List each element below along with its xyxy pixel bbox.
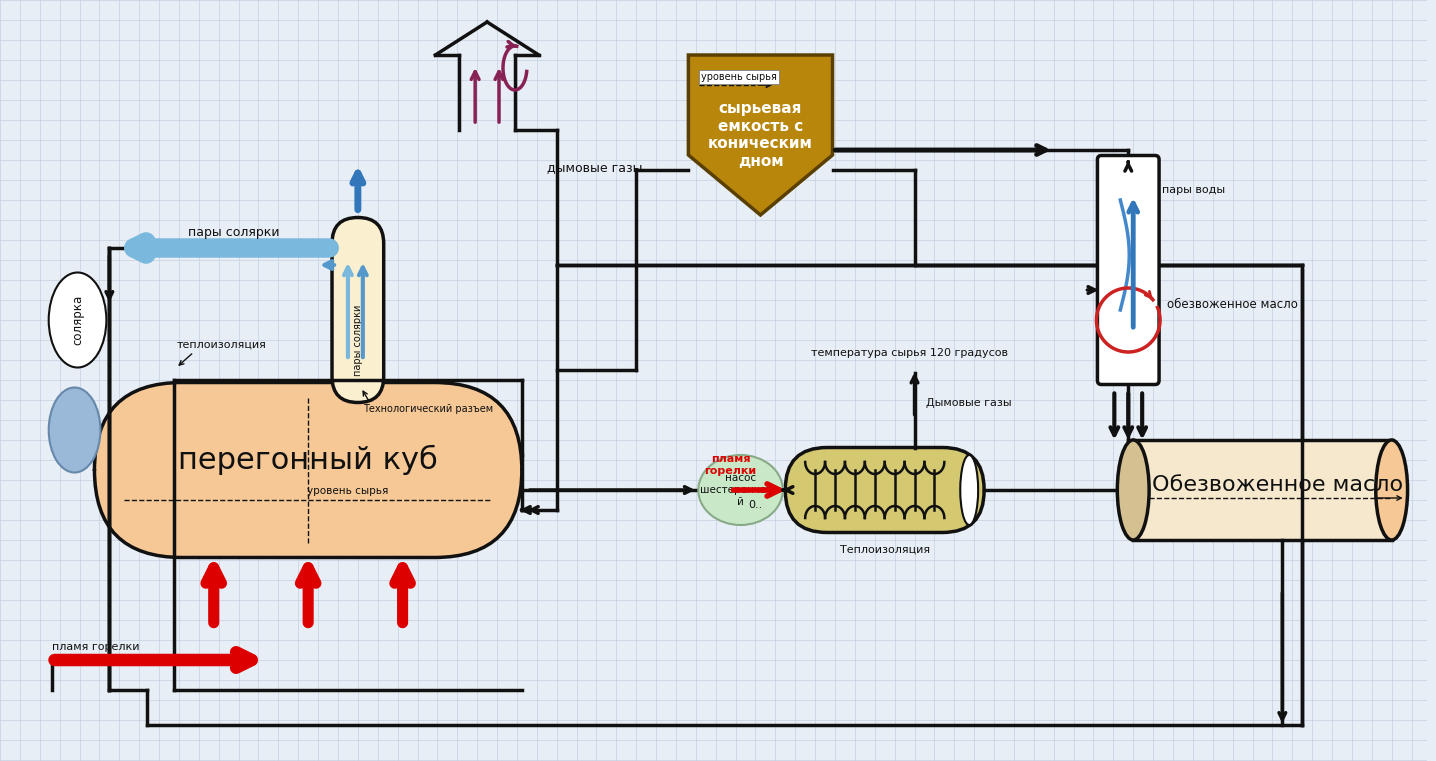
FancyBboxPatch shape bbox=[95, 383, 521, 558]
Text: Дымовые газы: Дымовые газы bbox=[926, 397, 1012, 408]
Text: солярка: солярка bbox=[70, 295, 85, 345]
Text: дымовые газы: дымовые газы bbox=[547, 161, 642, 174]
Text: Теплоизоляция: Теплоизоляция bbox=[840, 545, 929, 555]
Text: уровень сырья: уровень сырья bbox=[307, 486, 389, 496]
FancyBboxPatch shape bbox=[785, 447, 984, 533]
Ellipse shape bbox=[49, 387, 101, 473]
FancyBboxPatch shape bbox=[332, 218, 383, 403]
Text: перегонный куб: перегонный куб bbox=[178, 445, 438, 475]
Text: сырьевая
емкость с
коническим
дном: сырьевая емкость с коническим дном bbox=[708, 101, 813, 169]
Text: пламя горелки: пламя горелки bbox=[52, 642, 139, 652]
Ellipse shape bbox=[49, 272, 106, 368]
Text: пары солярки: пары солярки bbox=[188, 226, 280, 239]
Text: обезвоженное масло: обезвоженное масло bbox=[1167, 298, 1298, 311]
Ellipse shape bbox=[1117, 440, 1149, 540]
Ellipse shape bbox=[961, 455, 978, 525]
Ellipse shape bbox=[698, 455, 783, 525]
Text: пары солярки: пары солярки bbox=[353, 304, 363, 376]
Ellipse shape bbox=[1376, 440, 1407, 540]
FancyBboxPatch shape bbox=[1097, 155, 1159, 384]
Text: пламя
горелки: пламя горелки bbox=[705, 454, 757, 476]
Text: температура сырья 120 градусов: температура сырья 120 градусов bbox=[811, 348, 1008, 358]
Text: Обезвоженное масло: Обезвоженное масло bbox=[1152, 475, 1403, 495]
Text: Технологический разъем: Технологический разъем bbox=[363, 405, 493, 415]
Polygon shape bbox=[688, 55, 833, 215]
Text: 0..: 0.. bbox=[748, 500, 763, 510]
Bar bbox=[1133, 440, 1391, 540]
Text: уровень сырья: уровень сырья bbox=[701, 72, 777, 82]
Text: насос
шестеренчаты
й: насос шестеренчаты й bbox=[701, 473, 781, 507]
Text: пары воды: пары воды bbox=[1162, 185, 1225, 195]
Text: теплоизоляция: теплоизоляция bbox=[177, 340, 267, 350]
